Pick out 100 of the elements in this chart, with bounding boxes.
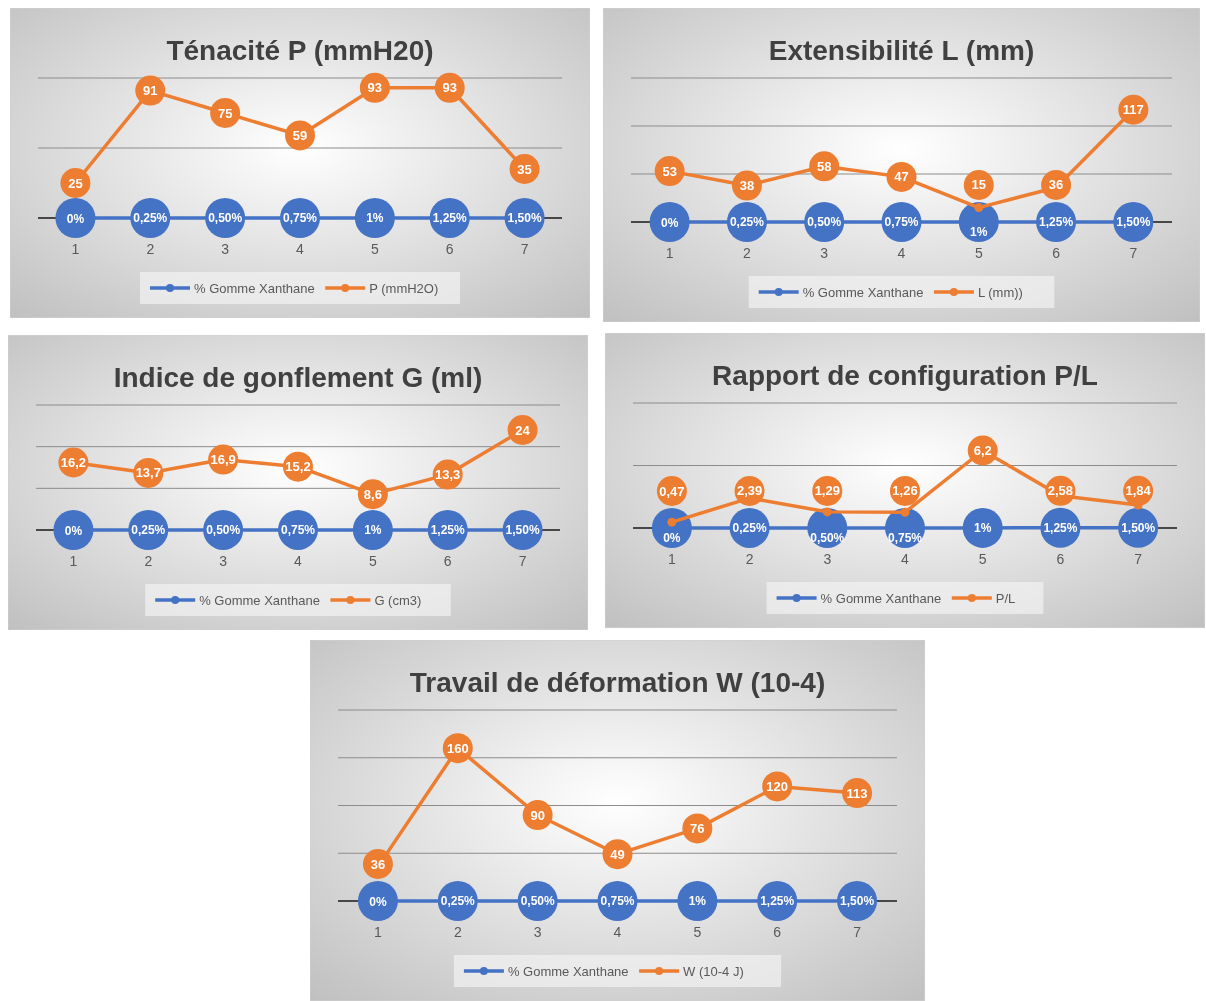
data-label: 0,25% [133, 211, 168, 226]
data-label: 0,50% [810, 530, 845, 545]
data-label: 76 [690, 820, 705, 836]
data-label: 0% [64, 523, 83, 538]
point [900, 507, 910, 517]
data-label: 0,50% [208, 211, 243, 226]
data-label: 16,9 [210, 452, 236, 468]
x-tick-label: 1 [665, 245, 674, 261]
data-label: 0,47 [659, 483, 685, 499]
data-label: 0,25% [729, 215, 765, 230]
data-label: 0,75% [884, 215, 919, 230]
data-label: 0,50% [520, 894, 555, 909]
x-tick-label: 5 [368, 553, 377, 569]
x-tick-label: 2 [453, 924, 462, 940]
point [354, 197, 395, 238]
x-tick-label: 6 [443, 553, 452, 569]
data-label: 13,7 [135, 465, 161, 481]
data-label: 38 [739, 178, 755, 194]
chart-title: Ténacité P (mmH20) [166, 35, 434, 66]
data-label: 25 [68, 175, 83, 191]
x-tick-label: 1 [71, 241, 80, 257]
data-label: 1% [974, 521, 992, 536]
x-tick-label: 2 [146, 241, 155, 257]
legend-label: L (mm)) [977, 285, 1023, 300]
x-tick-label: 6 [445, 241, 454, 257]
data-label: 1% [970, 224, 988, 239]
x-tick-label: 4 [897, 245, 906, 261]
legend-label: G (cm3) [374, 593, 422, 608]
data-label: 1% [688, 894, 707, 909]
x-tick-label: 5 [370, 241, 379, 257]
x-tick-label: 6 [1056, 551, 1065, 567]
data-label: 0,75% [887, 530, 923, 545]
point [822, 507, 832, 517]
data-label: 2,39 [736, 483, 763, 499]
data-label: 2,58 [1047, 483, 1074, 499]
x-tick-label: 7 [1134, 551, 1143, 567]
x-tick-label: 7 [1129, 245, 1138, 261]
data-label: 49 [610, 846, 625, 862]
data-label: 15 [971, 177, 987, 193]
x-tick-label: 7 [518, 553, 527, 569]
legend-label: % Gomme Xanthane [194, 281, 315, 296]
legend-label: % Gomme Xanthane [820, 591, 942, 606]
data-label: 0,75% [600, 894, 635, 909]
data-label: 0% [369, 894, 387, 909]
data-label: 1,29 [814, 483, 840, 499]
point [962, 507, 1003, 548]
x-tick-label: 1 [667, 551, 676, 567]
x-tick-label: 5 [974, 245, 983, 261]
x-tick-label: 6 [1052, 245, 1061, 261]
data-label: 1% [364, 523, 382, 538]
x-tick-label: 5 [693, 924, 702, 940]
x-tick-label: 4 [294, 553, 303, 569]
point [667, 517, 677, 527]
x-tick-label: 4 [901, 551, 910, 567]
data-label: 1,84 [1125, 483, 1152, 499]
point [55, 198, 96, 238]
data-label: 16,2 [60, 455, 87, 470]
data-label: 13,3 [435, 467, 461, 483]
data-label: 160 [446, 740, 469, 756]
legend-label: % Gomme Xanthane [802, 285, 924, 300]
data-label: 47 [894, 169, 909, 185]
data-label: 0,25% [440, 894, 476, 909]
x-tick-label: 2 [745, 551, 754, 567]
x-tick-label: 2 [144, 553, 153, 569]
data-label: 1,50% [507, 211, 542, 226]
data-label: 1,25% [1039, 215, 1074, 230]
data-label: 0% [660, 215, 679, 230]
x-tick-label: 3 [219, 553, 228, 569]
data-label: 90 [530, 807, 545, 823]
x-tick-label: 4 [613, 924, 622, 940]
data-label: 1,50% [505, 523, 540, 538]
data-label: 1,26 [892, 483, 918, 499]
x-tick-label: 3 [820, 245, 829, 261]
data-label: 93 [367, 80, 383, 96]
x-tick-label: 3 [823, 551, 832, 567]
data-label: 8,6 [363, 486, 382, 502]
data-label: 120 [766, 778, 789, 794]
data-label: 0,25% [131, 523, 166, 538]
point [53, 510, 94, 550]
x-tick-label: 5 [978, 551, 987, 567]
data-label: 0,50% [807, 215, 842, 230]
x-tick-label: 1 [374, 924, 383, 940]
legend-label: % Gomme Xanthane [199, 593, 320, 608]
x-tick-label: 1 [69, 553, 78, 569]
legend-label: W (10-4 J) [683, 964, 744, 979]
point [357, 881, 398, 921]
legend-label: P (mmH2O) [369, 281, 439, 296]
data-label: 6,2 [973, 443, 992, 458]
data-label: 0,25% [732, 521, 767, 536]
data-label: 53 [662, 163, 677, 179]
data-label: 0% [66, 211, 85, 226]
data-label: 1,25% [432, 211, 468, 226]
data-label: 117 [1122, 102, 1144, 118]
x-tick-label: 6 [773, 924, 782, 940]
data-label: 36 [370, 856, 386, 872]
chart-title: Indice de gonflement G (ml) [113, 362, 483, 393]
x-tick-label: 2 [743, 245, 752, 261]
data-label: 1,25% [1043, 521, 1078, 536]
data-label: 1% [366, 211, 384, 226]
data-label: 75 [217, 105, 233, 121]
